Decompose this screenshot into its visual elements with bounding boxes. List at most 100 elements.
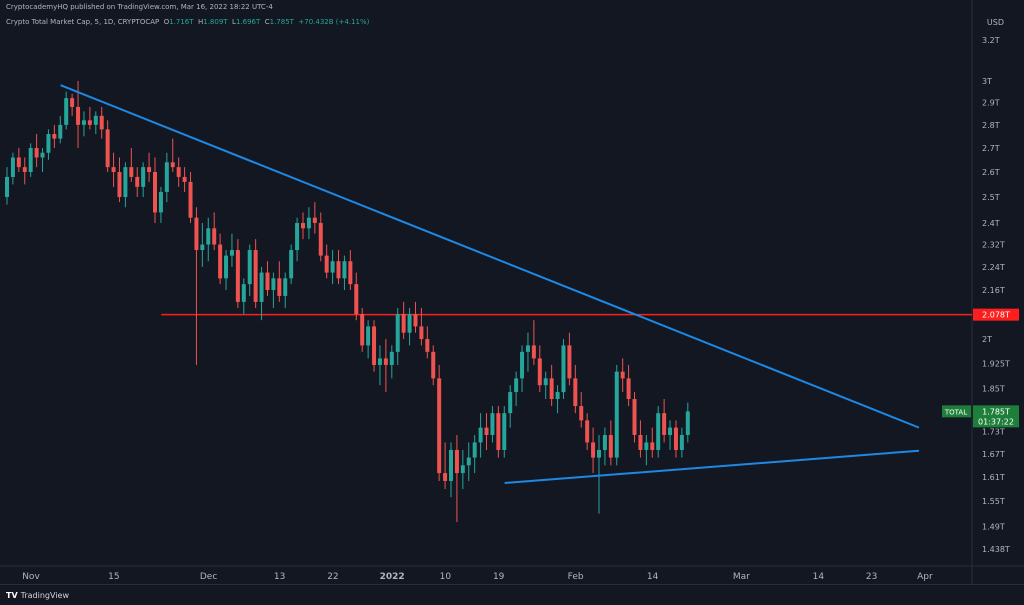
candle-body[interactable]	[123, 167, 128, 197]
candle-body[interactable]	[99, 115, 104, 130]
candle-body[interactable]	[46, 134, 51, 153]
candle-body[interactable]	[662, 413, 667, 435]
candle-body[interactable]	[164, 162, 169, 192]
candle-body[interactable]	[52, 134, 57, 139]
candle-body[interactable]	[591, 442, 596, 458]
symbol-title[interactable]: Crypto Total Market Cap,	[6, 18, 95, 26]
candle-body[interactable]	[295, 222, 300, 251]
candle-body[interactable]	[644, 442, 649, 450]
candle-body[interactable]	[502, 413, 507, 450]
candle-body[interactable]	[656, 413, 661, 450]
candle-body[interactable]	[229, 250, 234, 256]
candle-body[interactable]	[608, 434, 613, 458]
candle-body[interactable]	[34, 147, 39, 158]
candle-body[interactable]	[472, 442, 477, 458]
descending-trendline[interactable]	[60, 84, 920, 429]
candle-body[interactable]	[437, 378, 442, 474]
candle-body[interactable]	[306, 217, 311, 229]
candle-body[interactable]	[679, 434, 684, 450]
candle-body[interactable]	[537, 358, 542, 386]
candle-body[interactable]	[614, 371, 619, 458]
candle-body[interactable]	[573, 378, 578, 407]
candle-body[interactable]	[460, 465, 465, 474]
candle-body[interactable]	[543, 378, 548, 386]
candle-body[interactable]	[372, 326, 377, 365]
candle-body[interactable]	[620, 371, 625, 379]
candle-body[interactable]	[549, 378, 554, 400]
candle-body[interactable]	[64, 98, 69, 125]
candle-body[interactable]	[490, 413, 495, 435]
candle-body[interactable]	[241, 284, 246, 302]
candle-body[interactable]	[579, 406, 584, 421]
candle-body[interactable]	[395, 314, 400, 352]
candle-body[interactable]	[170, 162, 175, 168]
candle-body[interactable]	[277, 278, 282, 296]
candle-body[interactable]	[638, 434, 643, 450]
currency-label[interactable]: USD	[986, 18, 1004, 27]
candle-body[interactable]	[484, 427, 489, 435]
candle-body[interactable]	[668, 427, 673, 435]
ascending-trendline[interactable]	[504, 449, 920, 485]
candle-body[interactable]	[265, 272, 270, 291]
candle-body[interactable]	[212, 228, 217, 245]
candle-body[interactable]	[520, 351, 525, 379]
candle-body[interactable]	[271, 278, 276, 291]
candle-body[interactable]	[466, 457, 471, 466]
candle-body[interactable]	[40, 152, 45, 158]
candle-body[interactable]	[153, 172, 157, 213]
candle-body[interactable]	[366, 326, 371, 346]
candle-body[interactable]	[147, 167, 152, 173]
candle-body[interactable]	[283, 278, 288, 296]
candle-body[interactable]	[567, 345, 572, 379]
candle-body[interactable]	[16, 157, 21, 168]
candle-body[interactable]	[235, 250, 240, 302]
candle-body[interactable]	[407, 314, 412, 333]
candle-body[interactable]	[200, 244, 205, 251]
candle-body[interactable]	[597, 449, 601, 458]
candle-body[interactable]	[514, 378, 519, 393]
candle-body[interactable]	[129, 167, 134, 177]
candle-body[interactable]	[632, 399, 637, 435]
candle-body[interactable]	[28, 147, 33, 173]
candle-body[interactable]	[342, 261, 347, 279]
candle-body[interactable]	[419, 326, 424, 339]
candle-body[interactable]	[449, 449, 453, 482]
candle-body[interactable]	[141, 167, 146, 187]
candle-body[interactable]	[496, 413, 501, 450]
candle-body[interactable]	[413, 314, 418, 327]
candle-body[interactable]	[685, 411, 690, 435]
candle-body[interactable]	[360, 314, 365, 346]
candle-body[interactable]	[454, 449, 459, 474]
candle-body[interactable]	[117, 172, 122, 197]
candle-body[interactable]	[383, 358, 388, 365]
candle-body[interactable]	[348, 261, 353, 285]
candle-body[interactable]	[602, 434, 607, 450]
candle-body[interactable]	[259, 272, 264, 302]
candle-body[interactable]	[105, 129, 110, 168]
candle-body[interactable]	[478, 427, 483, 443]
candle-body[interactable]	[70, 98, 75, 107]
candle-body[interactable]	[431, 351, 436, 379]
candle-body[interactable]	[206, 228, 211, 245]
candle-body[interactable]	[111, 167, 116, 173]
candle-body[interactable]	[301, 222, 305, 229]
candle-body[interactable]	[585, 420, 590, 443]
candle-body[interactable]	[93, 115, 98, 125]
candle-body[interactable]	[650, 442, 655, 450]
candle-body[interactable]	[135, 176, 140, 187]
candle-body[interactable]	[555, 392, 560, 400]
candle-body[interactable]	[247, 250, 252, 285]
candle-body[interactable]	[318, 222, 323, 256]
candle-body[interactable]	[324, 255, 329, 273]
candle-body[interactable]	[22, 167, 27, 173]
candle-body[interactable]	[194, 217, 199, 251]
candle-body[interactable]	[508, 392, 513, 414]
candle-body[interactable]	[182, 176, 187, 182]
candle-body[interactable]	[224, 255, 229, 279]
candle-body[interactable]	[253, 250, 258, 302]
candle-body[interactable]	[443, 473, 448, 482]
candle-body[interactable]	[289, 250, 294, 279]
candle-body[interactable]	[87, 120, 92, 125]
candle-body[interactable]	[561, 345, 566, 393]
candle-body[interactable]	[76, 106, 81, 125]
